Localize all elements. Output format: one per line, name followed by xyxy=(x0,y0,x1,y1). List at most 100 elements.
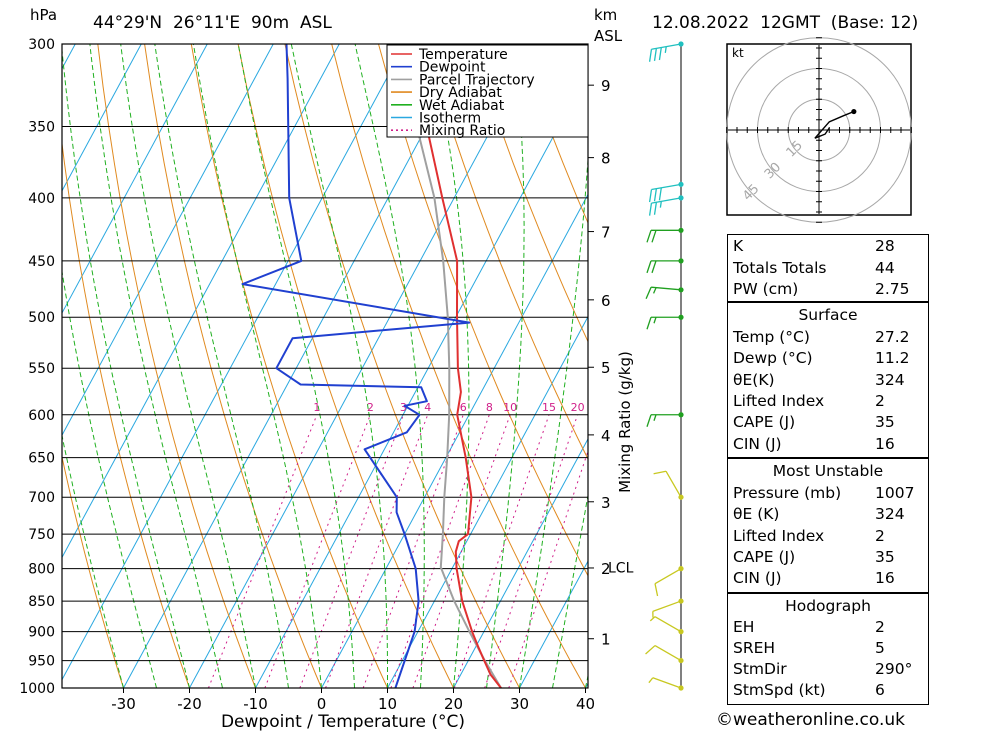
wet-adiabat-line xyxy=(519,152,588,688)
wet-adiabat-line xyxy=(237,44,355,688)
parcel-trajectory-line xyxy=(391,44,502,688)
wind-barb-flag xyxy=(651,260,657,274)
isotherm-line xyxy=(255,71,588,688)
temperature-tick-label: 10 xyxy=(378,695,397,713)
mixing-ratio-line xyxy=(484,414,579,688)
most-unstable-row: Lifted Index 2 xyxy=(733,527,885,545)
pressure-tick-label: 800 xyxy=(28,562,55,578)
temperature-tick-label: -30 xyxy=(111,695,136,713)
pressure-tick-label: 500 xyxy=(28,310,55,326)
credit-link[interactable]: ©weatheronline.co.uk xyxy=(716,710,906,730)
pressure-tick-label: 450 xyxy=(28,254,55,270)
mixing-ratio-line xyxy=(264,414,371,688)
wet-adiabat-line xyxy=(120,44,256,688)
wind-barb xyxy=(645,286,684,300)
km-tick-label: 8 xyxy=(601,150,611,168)
wind-barb-flag xyxy=(654,583,659,597)
isotherm-line xyxy=(62,44,406,681)
isotherm-line xyxy=(387,315,588,688)
location-title: 44°29'N 26°11'E 90m ASL xyxy=(93,13,332,33)
dry-adiabat-line xyxy=(518,44,588,225)
most-unstable-row: θE (K) 324 xyxy=(733,505,905,523)
dry-adiabat-line xyxy=(987,44,1000,688)
mixing-ratio-line xyxy=(325,414,429,688)
km-unit: km xyxy=(594,6,618,24)
wet-adiabat-line xyxy=(89,44,223,688)
isotherm-line xyxy=(0,44,9,688)
wind-barb-flag xyxy=(645,645,656,655)
wind-barb-shaft xyxy=(652,677,682,689)
pressure-tick-label: 700 xyxy=(28,490,55,506)
pressure-tick-label: 300 xyxy=(28,37,55,53)
wind-barb xyxy=(653,470,684,500)
wind-barb-dot xyxy=(678,566,684,572)
km-tick-label: 3 xyxy=(601,494,611,512)
surface-row: CAPE (J) 35 xyxy=(733,413,895,431)
km-tick-label: 9 xyxy=(601,77,611,95)
mixing-ratio-label: 25 xyxy=(593,401,607,414)
wind-barb xyxy=(646,227,684,243)
mixing-ratio-axis-label: Mixing Ratio (g/kg) xyxy=(616,351,634,493)
wind-barb-dot xyxy=(678,181,684,187)
mixing-ratio-line xyxy=(508,449,588,688)
pressure-tick-label: 400 xyxy=(28,191,55,207)
km-tick-label: 6 xyxy=(601,292,611,310)
mixing-ratio-label: 15 xyxy=(542,401,556,414)
most-unstable-title: Most Unstable xyxy=(772,462,884,480)
pressure-unit: hPa xyxy=(30,6,58,24)
temperature-tick-label: 20 xyxy=(444,695,463,713)
pressure-tick-label: 650 xyxy=(28,451,55,467)
wet-adiabat-line xyxy=(430,44,470,688)
km-tick-label: 1 xyxy=(601,631,611,649)
wet-adiabat-line xyxy=(62,433,124,688)
most-unstable-panel: Most Unstable Pressure (mb) 1007 θE (K) 32… xyxy=(727,458,929,593)
axes: -30 -20 -10 0 10 20 30 40 Dewpoint / Temperature… xyxy=(111,77,634,732)
dewpoint-line xyxy=(241,44,471,688)
wind-barb-dot xyxy=(678,41,684,47)
hodograph-end-dot xyxy=(851,108,857,115)
legend-box xyxy=(386,44,589,138)
indices-panel: K 28 Totals Totals 44 PW (cm) 2.75 xyxy=(727,234,929,302)
wind-barb-flag xyxy=(648,49,653,62)
isotherm-line xyxy=(62,44,142,192)
wind-barb-dot xyxy=(678,598,684,604)
legend-label: Dry Adiabat xyxy=(419,85,502,101)
surface-row: CIN (J) 16 xyxy=(733,435,895,453)
wind-barb-dot xyxy=(678,629,684,635)
hodograph-trace xyxy=(814,110,855,139)
wind-barb-halfflag xyxy=(653,414,657,421)
wind-barb-flag xyxy=(653,202,658,215)
legend-label: Dewpoint xyxy=(419,60,486,76)
wind-barb-dot xyxy=(678,258,684,264)
wind-barb-shaft xyxy=(665,470,682,498)
hodograph-row: EH 2 xyxy=(733,618,885,636)
legend-label: Wet Adiabat xyxy=(419,98,505,114)
wind-barb-shaft xyxy=(654,616,682,633)
mixing-ratio-label: 3 xyxy=(400,401,407,414)
wind-barb-dot xyxy=(678,494,684,500)
surface-row: Lifted Index 2 xyxy=(733,392,885,410)
wind-barb-column xyxy=(645,41,684,691)
wind-barb-flag xyxy=(646,414,652,427)
most-unstable-row: CIN (J) 16 xyxy=(733,569,895,587)
index-row: Totals Totals 44 xyxy=(733,259,895,277)
pressure-tick-label: 850 xyxy=(28,594,55,610)
wind-barb-shaft xyxy=(652,600,682,612)
wet-adiabat-line xyxy=(62,268,157,688)
temperature-tick-label: -10 xyxy=(243,695,268,713)
surface-row: Dewp (°C) 11.2 xyxy=(733,349,910,367)
km-tick-label: 7 xyxy=(601,224,611,242)
legend-label: Mixing Ratio xyxy=(419,123,505,139)
hodograph-row: StmDir 290° xyxy=(733,660,913,678)
mixing-ratio-label: 2 xyxy=(367,401,374,414)
mixing-ratio-line xyxy=(207,414,318,688)
hodograph-unit: kt xyxy=(732,46,744,60)
isotherm-line xyxy=(453,437,588,688)
pressure-tick-label: 550 xyxy=(28,361,55,377)
wet-adiabat-line xyxy=(552,492,588,688)
hodograph-panel: Hodograph EH 2 SREH 5 StmDir 290° StmSpd (k… xyxy=(727,593,929,705)
dry-adiabat-line xyxy=(284,44,520,688)
wind-barb-flag xyxy=(645,286,652,300)
pressure-tick-label: 1000 xyxy=(19,681,55,697)
